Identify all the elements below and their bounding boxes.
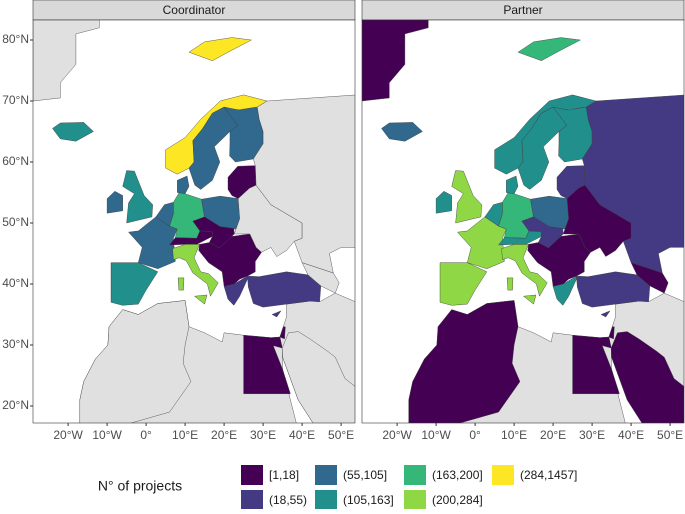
country [501,244,548,297]
y-tick-label: 20°N [2,398,29,412]
country [33,20,100,102]
legend-swatch [241,465,263,485]
country [106,191,123,214]
country [253,94,355,274]
country [198,233,262,287]
country [572,335,620,394]
legend-swatch [315,490,337,510]
country [506,175,519,194]
x-tick-label: 10°E [501,428,527,442]
x-tick-label: 40°E [618,428,644,442]
x-tick-label: 20°E [540,428,566,442]
x-tick-label: 30°E [250,428,276,442]
x-tick-label: 10°W [421,428,451,442]
country [576,271,651,308]
legend-swatch [404,490,426,510]
country [381,122,423,142]
y-tick-label: 40°N [2,276,29,290]
legend-label: (284,1457] [520,468,577,482]
legend-label: (200,284] [432,493,483,507]
country [223,275,248,306]
country [122,170,153,224]
country [271,310,282,318]
legend-label: (55,105] [343,468,387,482]
y-tick-label: 30°N [2,337,29,351]
x-tick-label: 10°W [92,428,122,442]
country [110,262,159,306]
legend-label: [1,18] [269,468,299,482]
country [188,37,252,61]
country [435,191,452,214]
x-tick-label: 10°E [172,428,198,442]
x-tick-label: 50°E [328,428,354,442]
x-tick-label: 0° [469,428,481,442]
country [527,233,591,287]
x-tick-label: 20°E [211,428,237,442]
country [451,170,482,224]
panel-border [32,19,356,424]
country [282,331,355,423]
legend-title: N° of projects [98,478,182,494]
country [194,294,208,305]
panel-0 [33,20,355,423]
x-tick-label: 30°E [579,428,605,442]
country [608,326,615,340]
country [552,275,577,306]
country [506,277,514,291]
legend-swatch [404,465,426,485]
y-tick-label: 80°N [2,32,29,46]
country [279,326,286,340]
legend-label: (105,163] [343,493,394,507]
legend-label: (18,55) [269,493,307,507]
country [52,122,94,142]
country [582,94,684,274]
country [439,262,487,306]
country [247,271,322,308]
country [600,310,611,318]
x-tick-label: 50°E [657,428,683,442]
y-tick-label: 50°N [2,215,29,229]
country [408,300,521,423]
x-tick-label: 20°W [53,428,83,442]
country [523,294,537,305]
y-tick-label: 70°N [2,93,29,107]
country [177,175,190,194]
legend-swatch [315,465,337,485]
legend-swatch [241,490,263,510]
x-tick-label: 20°W [382,428,412,442]
country [630,262,669,294]
country [301,262,340,294]
panel-border [361,19,685,424]
facet-title: Partner [503,3,542,17]
country [517,37,581,61]
country [362,20,429,102]
y-tick-label: 60°N [2,154,29,168]
country [611,331,684,423]
x-tick-label: 40°E [289,428,315,442]
legend-label: (163,200] [432,468,483,482]
country [177,277,185,291]
country [79,300,192,423]
country [243,335,291,394]
legend-swatch [492,465,514,485]
x-tick-label: 0° [140,428,152,442]
country [172,244,219,297]
panel-1 [362,20,684,423]
facet-title: Coordinator [163,3,226,17]
